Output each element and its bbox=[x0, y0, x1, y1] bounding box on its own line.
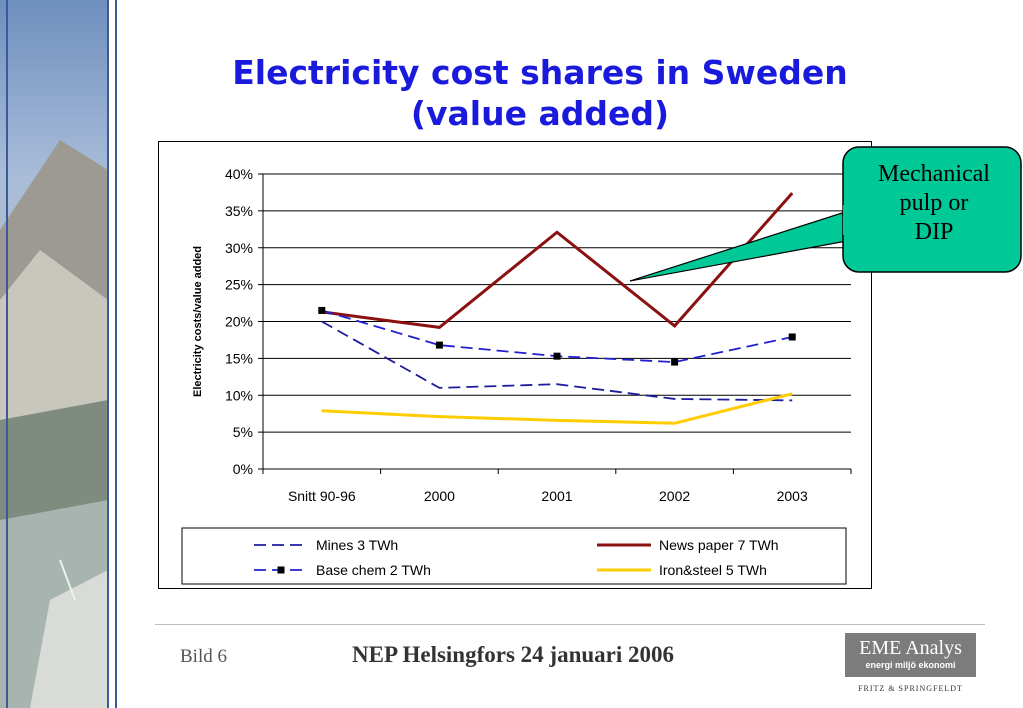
chart-frame: 0% 5% 10% 15% 20% 25% 30% 35% 40% Snitt 90-96 2000… bbox=[158, 141, 872, 589]
series-marker bbox=[671, 358, 679, 366]
callout-line-2: pulp or bbox=[899, 190, 969, 216]
y-tick-label: 30% bbox=[225, 240, 253, 256]
x-tick-label: 2001 bbox=[541, 488, 572, 504]
legend-label: Base chem 2 TWh bbox=[316, 562, 431, 578]
legend-marker bbox=[277, 566, 285, 574]
decorative-rule bbox=[115, 0, 117, 708]
series-line bbox=[321, 192, 794, 329]
legend-box bbox=[181, 527, 847, 585]
y-tick-label: 10% bbox=[225, 387, 253, 403]
logo-subtext: FRITZ & SPRINGFELDT bbox=[858, 684, 963, 693]
logo-name: EME Analys bbox=[859, 637, 962, 659]
x-tick-label: Snitt 90-96 bbox=[288, 488, 356, 504]
line-chart: 0% 5% 10% 15% 20% 25% 30% 35% 40% Snitt 90-96 2000… bbox=[181, 166, 852, 585]
company-logo: EME Analys energi miljö ekonomi bbox=[845, 633, 976, 677]
series-marker bbox=[435, 341, 443, 349]
y-axis-label: Electricity costs/value added bbox=[192, 246, 204, 397]
series-line bbox=[321, 320, 793, 402]
slide-title-line-2: (value added) bbox=[410, 94, 670, 133]
slide-title-line-1: Electricity cost shares in Sweden bbox=[232, 53, 848, 92]
y-tick-label: 15% bbox=[225, 350, 253, 366]
y-tick-label: 40% bbox=[225, 166, 253, 182]
decorative-mountain-photo bbox=[0, 0, 108, 708]
slide-title: Electricity cost shares in Sweden (value… bbox=[200, 52, 880, 134]
decorative-rule bbox=[107, 0, 109, 708]
series-marker bbox=[788, 333, 796, 341]
x-tick-label: 2003 bbox=[777, 488, 808, 504]
footer-divider bbox=[155, 624, 985, 625]
callout-line-1: Mechanical bbox=[878, 161, 990, 187]
y-tick-label: 35% bbox=[225, 203, 253, 219]
y-tick-label: 0% bbox=[233, 461, 253, 477]
decorative-rule bbox=[6, 0, 8, 708]
slide-number: Bild 6 bbox=[180, 646, 227, 667]
series-marker bbox=[553, 352, 561, 360]
legend-label: News paper 7 TWh bbox=[659, 537, 779, 553]
x-tick-label: 2002 bbox=[659, 488, 690, 504]
legend-label: Mines 3 TWh bbox=[316, 537, 398, 553]
series-line bbox=[321, 392, 793, 425]
y-tick-label: 25% bbox=[225, 277, 253, 293]
legend-label: Iron&steel 5 TWh bbox=[659, 562, 767, 578]
logo-tagline: energi miljö ekonomi bbox=[865, 660, 956, 670]
y-tick-label: 5% bbox=[233, 424, 253, 440]
y-tick-label: 20% bbox=[225, 314, 253, 330]
series-marker bbox=[318, 306, 326, 314]
x-tick-label: 2000 bbox=[424, 488, 455, 504]
callout-label: Mechanical pulp or DIP bbox=[846, 160, 1022, 247]
callout-line-3: DIP bbox=[914, 219, 954, 245]
footer-title: NEP Helsingfors 24 januari 2006 bbox=[352, 642, 675, 667]
